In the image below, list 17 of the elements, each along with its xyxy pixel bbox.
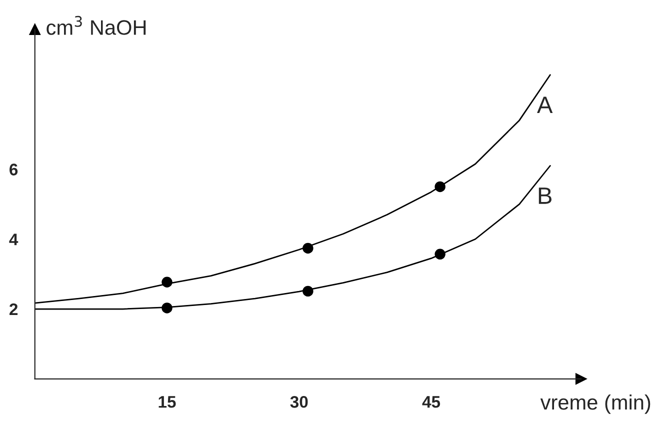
point <box>162 302 172 314</box>
x-tick-label: 15 <box>158 396 176 408</box>
line-series <box>34 74 551 304</box>
y-tick-label: 6 <box>10 164 18 176</box>
x-tick-label: 30 <box>290 396 308 408</box>
x-axis-title: vreme (min) <box>540 394 650 414</box>
series-label: B <box>538 188 552 204</box>
y-tick-label: 4 <box>9 234 18 246</box>
series-label: A <box>537 96 553 113</box>
point <box>434 248 446 260</box>
point <box>302 286 314 297</box>
point <box>302 242 314 254</box>
x-tick-label: 45 <box>422 396 440 408</box>
point <box>162 276 172 288</box>
y-axis-title: cm$^{3}$ NaOH <box>46 16 146 35</box>
y-tick-label: 2 <box>10 303 18 316</box>
point <box>434 181 446 192</box>
